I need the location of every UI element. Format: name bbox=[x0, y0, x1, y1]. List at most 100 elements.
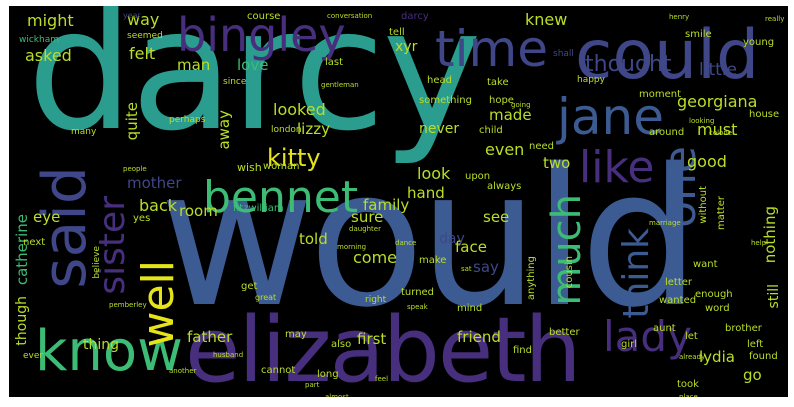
word-place: place bbox=[679, 393, 698, 398]
word-course: course bbox=[247, 11, 281, 22]
word-speak: speak bbox=[407, 303, 428, 311]
word-may: may bbox=[285, 329, 307, 340]
word-quite: quite bbox=[123, 102, 141, 141]
word-see: see bbox=[483, 208, 510, 226]
word-time: time bbox=[435, 20, 548, 78]
word-around: around bbox=[649, 127, 685, 138]
word-thing: thing bbox=[83, 337, 120, 353]
word-henry: henry bbox=[669, 13, 690, 21]
word-going: going bbox=[511, 101, 531, 109]
word-want: want bbox=[693, 259, 718, 270]
word-darcy-small: darcy bbox=[401, 11, 429, 22]
word-shall: shall bbox=[553, 49, 574, 59]
word-said: said bbox=[30, 166, 100, 289]
word-family: family bbox=[363, 196, 410, 214]
word-need: need bbox=[529, 141, 554, 152]
word-looked: looked bbox=[273, 100, 326, 119]
word-mind: mind bbox=[457, 303, 483, 314]
word-way: way bbox=[127, 10, 160, 29]
word-know: know bbox=[35, 319, 183, 384]
word-take: take bbox=[487, 77, 509, 88]
word-tell: tell bbox=[389, 27, 405, 38]
word-two: two bbox=[543, 154, 571, 172]
word-hope: hope bbox=[489, 95, 514, 106]
word-people: people bbox=[123, 165, 147, 173]
word-let: let bbox=[685, 331, 698, 342]
word-sat: sat bbox=[461, 265, 472, 273]
word-took: took bbox=[677, 379, 699, 390]
word-great: great bbox=[255, 293, 277, 302]
word-looking: looking bbox=[689, 117, 715, 125]
word-something: something bbox=[419, 95, 472, 106]
word-right: right bbox=[365, 295, 387, 305]
word-even: even bbox=[485, 140, 525, 159]
word-already: already bbox=[679, 353, 706, 361]
word-darcy: darcy bbox=[27, 6, 482, 168]
word-day: day bbox=[439, 231, 465, 247]
word-still: still bbox=[766, 284, 782, 309]
word-catherine: catherine bbox=[13, 214, 31, 286]
word-smile: smile bbox=[685, 29, 712, 40]
word-xyr: xyr bbox=[395, 39, 418, 55]
word-turned: turned bbox=[401, 287, 435, 298]
word-really: really bbox=[765, 15, 785, 23]
word-girl: girl bbox=[621, 339, 638, 350]
word-find: find bbox=[513, 345, 532, 356]
word-think: think bbox=[616, 228, 657, 319]
word-love: love bbox=[237, 56, 269, 74]
word-young: young bbox=[743, 37, 775, 48]
word-face: face bbox=[455, 238, 487, 256]
word-bingley: bingley bbox=[177, 8, 346, 62]
word-london: london bbox=[271, 125, 302, 135]
word-jane: jane bbox=[557, 88, 664, 146]
word-letter: letter bbox=[665, 277, 693, 288]
word-head: head bbox=[427, 75, 452, 86]
word-lizzy: lizzy bbox=[297, 120, 330, 138]
word-would: would bbox=[159, 128, 700, 349]
word-first: first bbox=[357, 330, 387, 348]
word-happy: happy bbox=[577, 75, 605, 85]
word-another: another bbox=[169, 367, 197, 375]
word-good: good bbox=[687, 152, 727, 171]
word-georgiana: georgiana bbox=[677, 92, 758, 111]
word-since: since bbox=[223, 77, 247, 87]
word-father: father bbox=[187, 328, 233, 346]
word-hand: hand bbox=[407, 184, 445, 202]
word-wickham: wickham bbox=[19, 35, 60, 45]
word-found: found bbox=[749, 351, 778, 362]
word-enough: enough bbox=[695, 289, 733, 300]
word-nothing: nothing bbox=[761, 206, 779, 264]
word-room: room bbox=[179, 202, 218, 220]
word-part: part bbox=[305, 381, 320, 389]
word-get: get bbox=[241, 281, 258, 292]
word-much: much bbox=[544, 194, 590, 306]
word-come: come bbox=[353, 248, 398, 267]
word-could: could bbox=[575, 16, 760, 95]
word-like: like bbox=[579, 142, 655, 193]
word-many: many bbox=[71, 127, 97, 137]
word-cousin: cousin bbox=[564, 256, 575, 289]
word-woman: woman bbox=[263, 161, 300, 172]
word-child: child bbox=[479, 125, 503, 136]
word-aunt: aunt bbox=[653, 323, 676, 334]
word-upon: upon bbox=[465, 171, 491, 182]
word-next: next bbox=[23, 237, 46, 248]
word-gentleman: gentleman bbox=[321, 81, 359, 89]
word-kitty: kitty bbox=[267, 144, 321, 172]
word-eye: eye bbox=[33, 208, 61, 226]
word-moment: moment bbox=[639, 89, 682, 100]
word-cloud: darcy would elizabeth could bingley time… bbox=[9, 6, 788, 397]
word-always: always bbox=[487, 181, 522, 192]
word-made: made bbox=[489, 106, 532, 124]
word-husband: husband bbox=[213, 351, 244, 359]
word-matter: matter bbox=[716, 196, 727, 230]
word-without: without bbox=[698, 186, 709, 224]
word-pemberley: pemberley bbox=[109, 301, 147, 309]
word-thought: thought bbox=[585, 52, 672, 77]
word-knew: knew bbox=[525, 10, 568, 29]
word-colonel: colonel bbox=[709, 129, 735, 137]
word-though: though bbox=[14, 296, 30, 346]
word-say: say bbox=[473, 258, 499, 276]
word-make: make bbox=[419, 255, 447, 266]
word-sure: sure bbox=[351, 208, 384, 226]
